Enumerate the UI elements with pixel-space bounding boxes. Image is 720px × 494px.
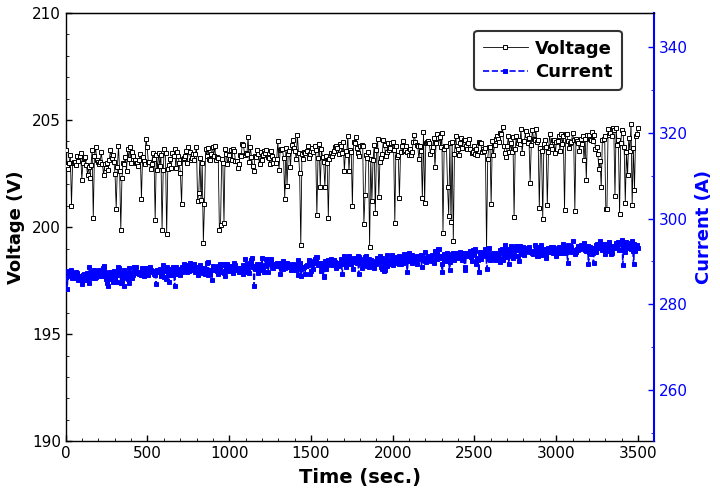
Y-axis label: Current (A): Current (A): [695, 170, 713, 284]
Current: [395, 261, 403, 267]
Voltage: [402, 143, 410, 149]
Voltage: [482, 246, 491, 252]
Current: [97, 273, 106, 279]
Legend: Voltage, Current: Voltage, Current: [474, 31, 621, 90]
Voltage: [337, 143, 346, 149]
Current: [63, 287, 71, 292]
Line: Voltage: Voltage: [63, 122, 640, 251]
Current: [634, 246, 642, 251]
Voltage: [61, 147, 70, 153]
Voltage: [333, 145, 342, 151]
Current: [410, 258, 418, 264]
X-axis label: Time (sec.): Time (sec.): [299, 468, 421, 487]
Voltage: [634, 125, 642, 131]
Voltage: [531, 126, 540, 132]
Voltage: [371, 210, 379, 216]
Voltage: [626, 121, 635, 127]
Line: Current: Current: [63, 237, 640, 292]
Current: [618, 237, 626, 243]
Current: [496, 247, 505, 252]
Current: [427, 255, 436, 261]
Current: [555, 244, 564, 250]
Voltage: [621, 200, 629, 206]
Y-axis label: Voltage (V): Voltage (V): [7, 170, 25, 284]
Current: [61, 274, 70, 280]
